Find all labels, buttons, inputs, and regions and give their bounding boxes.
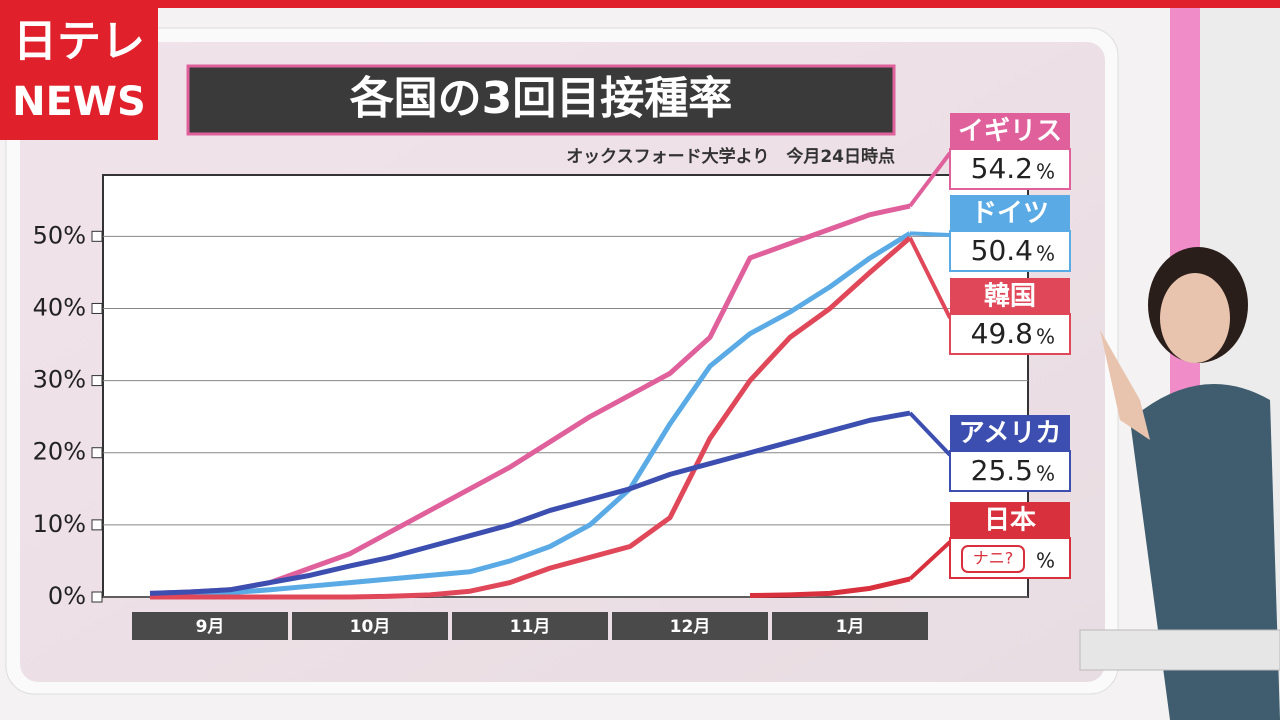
end-text: ナニ?	[973, 549, 1014, 568]
series-line	[749, 576, 911, 599]
series-line	[149, 410, 911, 596]
series-line	[149, 231, 912, 598]
y-tick-label: 50%	[33, 221, 86, 249]
series-line	[150, 235, 912, 600]
label-value-box	[949, 450, 1071, 492]
legend-label: ドイツ	[971, 199, 1049, 229]
label-value-box	[949, 313, 1071, 355]
x-tick-label: 1月	[836, 617, 865, 637]
x-tick-label: 11月	[510, 617, 551, 637]
tick-mark	[91, 375, 103, 387]
tick-mark	[91, 302, 103, 314]
top-strip	[0, 0, 1280, 8]
label-name-box	[950, 113, 1070, 149]
connector	[909, 231, 951, 237]
tick-mark	[91, 591, 103, 603]
y-tick-label: 40%	[33, 293, 86, 321]
month-band	[132, 612, 288, 640]
label-name-box	[950, 278, 1070, 314]
x-tick-label: 12月	[670, 617, 711, 637]
end-value: 25.5	[971, 454, 1033, 487]
y-tick-label: 0%	[48, 582, 86, 610]
tick-mark	[91, 519, 103, 531]
legend-label: アメリカ	[959, 419, 1062, 449]
presenter	[1079, 247, 1280, 720]
x-tick-label: 10月	[350, 617, 391, 637]
legend-label: イギリス	[958, 117, 1062, 147]
logo-box	[0, 0, 158, 140]
logo-bottom: NEWS	[12, 79, 146, 125]
tick-mark	[91, 230, 103, 242]
unit: %	[1036, 325, 1055, 349]
legend-label: 韓国	[984, 282, 1036, 312]
unit: %	[1036, 549, 1055, 573]
title-box	[186, 64, 896, 136]
label-name-box	[950, 502, 1070, 538]
tick-mark	[91, 447, 103, 459]
label-name-box	[950, 415, 1070, 451]
label-value-box	[949, 148, 1071, 190]
month-band	[452, 612, 608, 640]
y-tick-label: 30%	[33, 366, 86, 394]
plot-area	[102, 174, 1029, 598]
end-value: 54.2	[971, 152, 1033, 185]
chart-title: 各国の3回目接種率	[350, 73, 733, 124]
legend-label: 日本	[984, 506, 1036, 536]
logo-top: 日テレ	[13, 16, 145, 67]
month-band	[612, 612, 768, 640]
y-tick-label: 20%	[33, 438, 86, 466]
month-band	[772, 612, 928, 640]
connector	[908, 151, 952, 208]
connector	[908, 411, 952, 457]
month-band	[292, 612, 448, 640]
unit: %	[1036, 462, 1055, 486]
unit: %	[1036, 242, 1055, 266]
subtitle: オックスフォード大学より 今月24日時点	[566, 146, 895, 167]
y-tick-label: 10%	[33, 510, 86, 538]
connector	[908, 540, 952, 581]
end-value: 49.8	[971, 317, 1033, 350]
label-name-box	[950, 195, 1070, 231]
end-value: 50.4	[971, 234, 1033, 267]
connector	[908, 236, 952, 319]
unit: %	[1036, 160, 1055, 184]
x-tick-label: 9月	[196, 617, 225, 637]
label-value-box	[949, 230, 1071, 272]
end-text-box	[961, 545, 1025, 573]
